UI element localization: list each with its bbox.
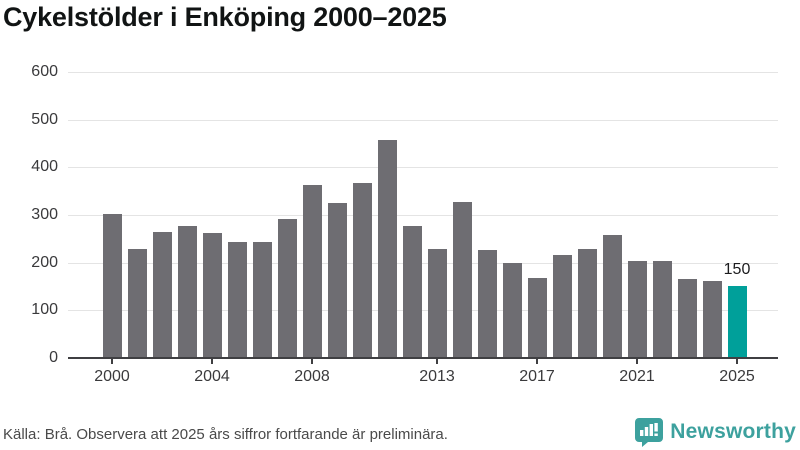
x-axis-label-2017: 2017 xyxy=(519,368,555,385)
x-tick-2004 xyxy=(211,358,213,364)
bar-2020 xyxy=(602,235,622,357)
bar-2013 xyxy=(427,248,447,357)
bar-2009 xyxy=(327,203,347,357)
gridline-600 xyxy=(68,72,778,73)
brand-name: Newsworthy xyxy=(670,419,796,443)
y-axis-label-300: 300 xyxy=(31,206,58,223)
bar-2014 xyxy=(452,202,472,357)
x-axis-label-2000: 2000 xyxy=(94,368,130,385)
x-axis-label-2025: 2025 xyxy=(719,368,755,385)
bar-2006 xyxy=(252,242,272,357)
bar-2005 xyxy=(227,242,247,357)
x-tick-2017 xyxy=(536,358,538,364)
x-tick-2021 xyxy=(636,358,638,364)
x-axis-label-2008: 2008 xyxy=(294,368,330,385)
y-axis-label-0: 0 xyxy=(49,349,58,366)
bar-2012 xyxy=(402,226,422,357)
newsworthy-icon xyxy=(635,417,664,447)
y-axis-label-600: 600 xyxy=(31,63,58,80)
gridline-300 xyxy=(68,215,778,216)
y-axis-label-500: 500 xyxy=(31,110,58,128)
gridline-100 xyxy=(68,310,778,312)
gridline-500 xyxy=(68,119,778,121)
bar-2010 xyxy=(352,183,372,357)
bar-2019 xyxy=(577,248,597,357)
bar-2001 xyxy=(127,248,147,357)
x-axis-line xyxy=(68,357,778,359)
bar-2003 xyxy=(177,226,197,357)
x-axis-label-2021: 2021 xyxy=(619,368,655,385)
chart-title: Cykelstölder i Enköping 2000–2025 xyxy=(3,2,447,32)
bar-2025 xyxy=(727,285,747,357)
x-axis-label-2004: 2004 xyxy=(194,368,230,385)
bar-2004 xyxy=(202,233,222,357)
bar-2011 xyxy=(377,140,397,357)
source-note: Källa: Brå. Observera att 2025 års siffr… xyxy=(3,426,448,443)
x-tick-2025 xyxy=(736,358,738,364)
x-tick-2013 xyxy=(436,358,438,364)
x-axis-label-2013: 2013 xyxy=(419,368,455,385)
bar-2023 xyxy=(677,279,697,357)
bar-2007 xyxy=(277,218,297,357)
bar-2002 xyxy=(152,232,172,357)
bar-2017 xyxy=(527,277,547,357)
footer: Källa: Brå. Observera att 2025 års siffr… xyxy=(0,414,800,450)
bar-chart-plot-area: 150 xyxy=(68,72,778,364)
bar-2000 xyxy=(102,214,122,357)
bar-2008 xyxy=(302,185,322,357)
bar-2022 xyxy=(652,260,672,357)
bar-2016 xyxy=(502,262,522,357)
highlight-value-label: 150 xyxy=(723,260,751,278)
newsworthy-logo: Newsworthy xyxy=(634,416,796,447)
x-tick-2000 xyxy=(111,358,113,364)
gridline-400 xyxy=(68,167,778,169)
bar-2024 xyxy=(702,280,722,357)
bar-2015 xyxy=(477,249,497,357)
gridline-200 xyxy=(68,262,778,264)
y-axis-label-400: 400 xyxy=(31,158,58,176)
bar-2018 xyxy=(552,255,572,357)
bar-2021 xyxy=(627,260,647,357)
y-axis-label-200: 200 xyxy=(31,253,58,271)
x-tick-2008 xyxy=(311,358,313,364)
y-axis-label-100: 100 xyxy=(31,301,58,319)
